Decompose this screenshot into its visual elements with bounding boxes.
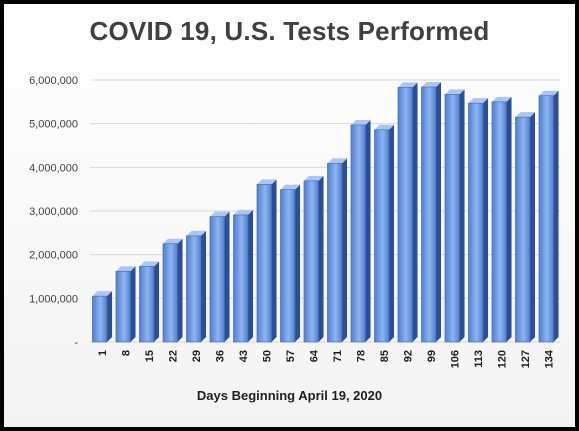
x-tick-label: 106 (449, 350, 461, 368)
bar-top (350, 119, 371, 125)
bar (350, 124, 366, 343)
bar-top (491, 96, 512, 102)
bar-side (436, 81, 442, 342)
bar-side (342, 158, 348, 342)
x-tick-label: 85 (379, 350, 391, 362)
x-tick-label: 50 (261, 350, 273, 362)
bar (256, 184, 272, 343)
bar-chart: - 1,000,000 2,000,000 3,000,000 4,000,000 5,0… (29, 75, 560, 368)
bar-side (201, 230, 207, 342)
bar-side (318, 175, 324, 342)
x-tick-label: 120 (496, 350, 508, 368)
x-tick-label: 113 (473, 350, 485, 368)
bar-top (186, 230, 207, 236)
bar (468, 102, 484, 343)
bar-side (177, 238, 183, 342)
y-tick-label: - (74, 337, 78, 349)
bar (397, 87, 413, 343)
bar (327, 163, 343, 343)
bar (92, 295, 108, 343)
bar-top (256, 179, 277, 185)
x-tick-label: 43 (238, 350, 250, 362)
bar (303, 180, 319, 343)
bar-side (506, 96, 512, 342)
bar-side (389, 124, 395, 342)
bar-side (412, 82, 418, 342)
bar (233, 214, 249, 343)
x-tick-label: 71 (332, 350, 344, 362)
y-tick-label: 5,000,000 (29, 119, 78, 131)
bar-top (162, 238, 183, 244)
x-tick-label: 92 (402, 350, 414, 362)
x-tick-label: 99 (426, 350, 438, 362)
bar-side (271, 179, 277, 342)
bar (515, 116, 531, 343)
chart-title: COVID 19, U.S. Tests Performed (89, 16, 490, 46)
x-tick-label: 15 (144, 350, 156, 362)
bar (444, 94, 460, 343)
bar-top (139, 261, 160, 267)
bar-top (538, 90, 559, 96)
x-tick-label: 22 (167, 350, 179, 362)
bar-top (327, 158, 348, 164)
bar-side (365, 119, 371, 342)
x-tick-label: 1 (97, 350, 109, 356)
bar-top (468, 98, 489, 104)
chart-area: COVID 19, U.S. Tests Performed - 1,000,00… (4, 4, 575, 427)
bar (280, 189, 296, 343)
bar-top (444, 89, 465, 95)
bar-side (459, 89, 465, 342)
x-tick-label: 78 (355, 350, 367, 362)
x-tick-label: 36 (214, 350, 226, 362)
x-tick-label: 8 (120, 350, 132, 356)
x-tick-label: 127 (520, 350, 532, 368)
bar-top (233, 209, 254, 215)
bar-side (224, 211, 230, 342)
bar-side (248, 209, 254, 342)
y-tick-label: 3,000,000 (29, 206, 78, 218)
x-tick-label: 57 (285, 350, 297, 362)
bar-side (295, 184, 301, 342)
y-tick-label: 6,000,000 (29, 75, 78, 87)
x-tick-label: 64 (308, 349, 320, 362)
x-axis-label: Days Beginning April 19, 2020 (196, 388, 383, 403)
bar-top (280, 184, 301, 190)
y-tick-label: 4,000,000 (29, 162, 78, 174)
bar-top (515, 112, 536, 118)
bar-top (303, 175, 324, 181)
bar (115, 270, 131, 343)
bar-top (115, 266, 136, 272)
bar (139, 266, 155, 343)
bar (186, 235, 202, 343)
bar-top (397, 82, 418, 88)
bar-top (209, 211, 230, 217)
bar-side (530, 112, 536, 342)
bar-side (130, 266, 136, 342)
y-tick-label: 2,000,000 (29, 250, 78, 262)
y-tick-label: 1,000,000 (29, 293, 78, 305)
bar-top (421, 81, 442, 87)
bar-side (483, 98, 489, 342)
bar-top (92, 291, 113, 297)
x-tick-label: 134 (543, 349, 555, 368)
bar-side (107, 291, 113, 342)
bar (162, 243, 178, 343)
bar-top (374, 124, 395, 130)
bar (209, 216, 225, 343)
bar-side (154, 261, 160, 342)
bar (491, 101, 507, 343)
bar (421, 86, 437, 343)
bar (538, 95, 554, 343)
bar-side (553, 90, 559, 342)
x-tick-label: 29 (191, 350, 203, 362)
bar (374, 129, 390, 343)
